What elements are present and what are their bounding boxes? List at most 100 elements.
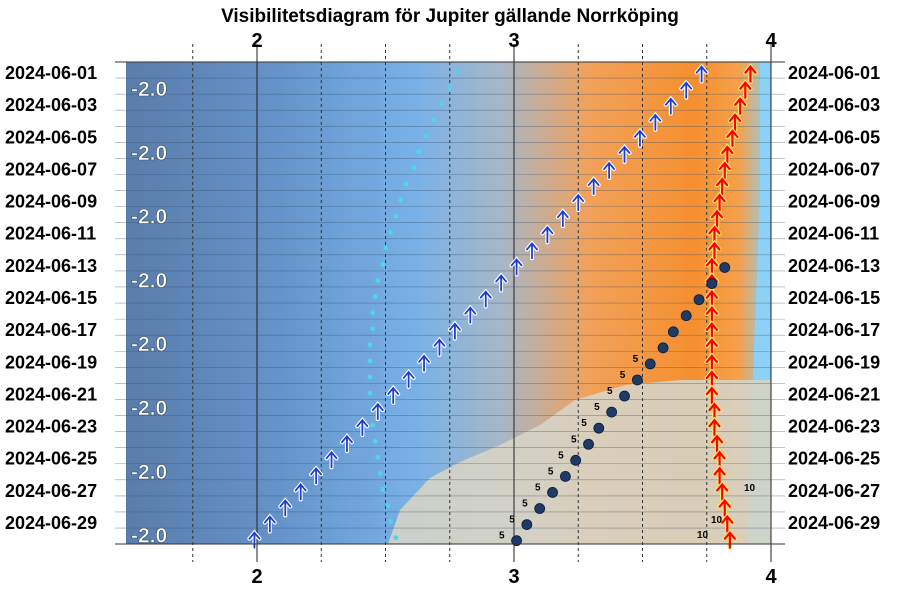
arrow-stroke [744,64,757,83]
twilight-dot [367,374,373,380]
jupiter-path-dot [719,262,731,273]
date-label-left: 2024-06-03 [5,95,97,115]
arrow-stroke [371,402,384,421]
magnitude-label: -2.0 [131,78,167,101]
jupiter-rise-arrow [571,192,586,213]
mag-annotation: 10 [744,483,756,494]
twilight-dots [367,69,460,541]
jupiter-rise-arrow [494,272,509,293]
arrow-stroke [664,97,677,115]
arrow-stroke [556,209,569,228]
arrow-stroke [723,530,736,549]
date-label-right: 2024-06-27 [788,481,880,501]
twilight-dot [388,229,394,235]
magnitude-label: -2.0 [131,525,167,548]
arrow-stroke [495,274,508,292]
jupiter-rise-arrow [648,111,663,132]
arrow-stroke [572,193,585,212]
jupiter-rise-arrow [278,497,293,518]
date-label-left: 2024-06-15 [5,288,97,308]
arrow-stroke [510,258,523,276]
magnitude-label: -2.0 [131,397,167,420]
twilight-dot [424,133,430,139]
jupiter-path-dot [644,358,656,370]
jupiter-rise-arrow [432,336,447,357]
sun-rise-arrow [738,79,753,100]
arrow-stroke [448,322,461,340]
arrow-stroke [325,450,338,469]
arrow-stroke [716,482,729,501]
arrow-stroke [541,225,554,244]
twilight-dot [372,438,378,444]
arrow-stroke [263,515,276,533]
arrow-stroke [248,531,261,549]
arrow-stroke [718,498,731,517]
date-labels-right: 2024-06-01 2024-06-03 2024-06-05 2024-06-07… [788,63,880,533]
x-ticks-bottom: 2 3 4 [251,566,777,588]
date-label-right: 2024-06-11 [788,224,879,244]
arrow-stroke [526,242,538,260]
sun-rise-arrow [714,175,730,197]
twilight-dot [370,422,376,428]
arrow-stroke [713,193,726,212]
sun-rise-arrow [704,384,720,406]
arrow-stroke [464,306,477,324]
mag-annotation: 5 [571,434,577,445]
date-label-right: 2024-06-07 [788,159,880,179]
mag-annotation: 5 [581,418,587,429]
arrow-stroke [726,129,739,148]
arrow-stroke [279,499,292,517]
mag-annotation: 10 [711,515,723,526]
date-label-right: 2024-06-23 [788,417,880,437]
date-label-left: 2024-06-25 [5,449,97,469]
sun-rise-arrow [722,529,738,550]
date-label-left: 2024-06-11 [5,224,96,244]
jupiter-rise-arrow [617,143,632,164]
date-label-right: 2024-06-15 [788,288,880,308]
magnitude-label: -2.0 [131,333,167,356]
twilight-dot [385,503,391,508]
arrow-stroke [710,434,724,453]
arrow-stroke [713,466,726,485]
twilight-dot [377,470,383,476]
twilight-dot [388,519,394,525]
arrow-stroke [708,418,721,437]
arrow-stroke [310,466,323,485]
date-label-right: 2024-06-03 [788,95,880,115]
jupiter-path-dot [534,503,546,514]
x-tick-label-bottom: 4 [765,566,777,588]
date-label-right: 2024-06-17 [788,320,880,340]
arrow-stroke [479,290,492,308]
jupiter-path-dot [631,374,643,386]
jupiter-rise-arrow [540,224,555,245]
sun-rise-arrow [720,143,735,165]
arrow-stroke [587,177,600,196]
twilight-dot [380,262,386,267]
jupiter-rise-arrow [632,127,647,148]
jupiter-rise-arrow [324,449,339,470]
twilight-dot [393,535,399,541]
sun-rise-arrows [704,63,758,550]
sun-rise-arrow [714,480,730,502]
magnitude-label: -2.0 [131,269,167,292]
chart-title: Visibilitetsdiagram för Jupiter gällande… [221,6,679,27]
twilight-dot [411,165,417,171]
date-label-left: 2024-06-09 [5,192,97,212]
sun-rise-arrow [709,207,725,229]
mag-annotation: 5 [594,402,600,413]
twilight-dot [372,294,378,300]
magnitude-label: -2.0 [131,142,167,165]
jupiter-rise-arrow [679,79,694,100]
jupiter-rise-arrow [386,384,401,406]
date-label-left: 2024-06-13 [5,256,97,276]
twilight-dot [439,101,445,107]
arrow-stroke [603,161,615,179]
arrow-stroke [695,65,708,83]
arrow-stroke [721,514,734,533]
date-label-left: 2024-06-01 [5,63,97,83]
sun-rise-arrow [707,239,722,261]
jupiter-rise-arrow [694,63,709,84]
mag-annotation: 10 [697,530,709,541]
jupiter-path-dot [560,470,571,482]
